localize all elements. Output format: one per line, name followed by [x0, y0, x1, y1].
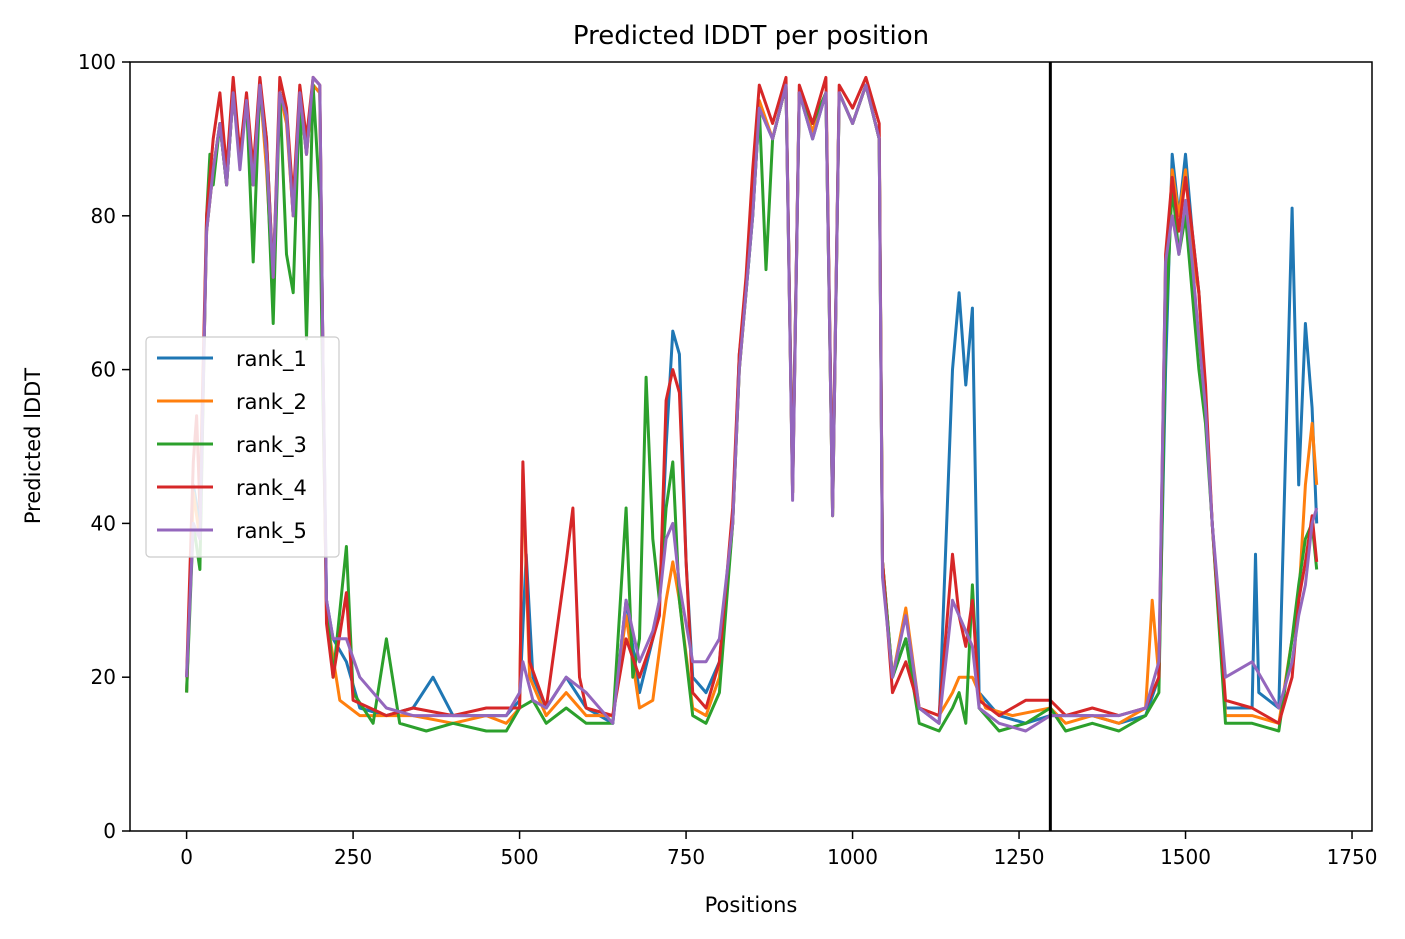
y-tick-label-100: 100	[78, 50, 116, 74]
series-line-rank_5	[185, 75, 1319, 733]
chart-title: Predicted lDDT per position	[573, 21, 929, 51]
legend: rank_1 rank_2 rank_3 rank_4 rank_5	[145, 336, 340, 558]
y-tick-label-60: 60	[91, 358, 116, 382]
x-tick-label-0: 0	[180, 845, 193, 869]
legend-label-rank_3: rank_3	[236, 433, 307, 458]
x-tick-label-1500: 1500	[1160, 845, 1211, 869]
x-tick-label-250: 250	[334, 845, 372, 869]
y-axis-label: Predicted lDDT	[21, 368, 45, 524]
legend-box	[145, 336, 340, 558]
y-tick-label-40: 40	[91, 511, 116, 535]
y-tick-label-0: 0	[103, 819, 116, 843]
series-line-rank_3	[185, 83, 1319, 733]
legend-label-rank_5: rank_5	[236, 519, 307, 544]
x-tick-label-500: 500	[500, 845, 538, 869]
legend-label-rank_4: rank_4	[236, 476, 307, 501]
y-tick-label-20: 20	[91, 665, 116, 689]
x-tick-label-1250: 1250	[994, 845, 1045, 869]
x-tick-label-750: 750	[667, 845, 705, 869]
y-tick-label-80: 80	[91, 204, 116, 228]
legend-label-rank_1: rank_1	[236, 347, 307, 372]
legend-label-rank_2: rank_2	[236, 390, 307, 415]
plot-frame	[129, 61, 1373, 832]
x-axis-label: Positions	[705, 893, 798, 917]
series-group	[185, 75, 1319, 733]
x-tick-label-1750: 1750	[1327, 845, 1378, 869]
plot-area: 0 250 500 750 1000 1250 1500 1750 0 20 40 60 80 100 ra…	[78, 50, 1378, 869]
x-tick-label-1000: 1000	[827, 845, 878, 869]
